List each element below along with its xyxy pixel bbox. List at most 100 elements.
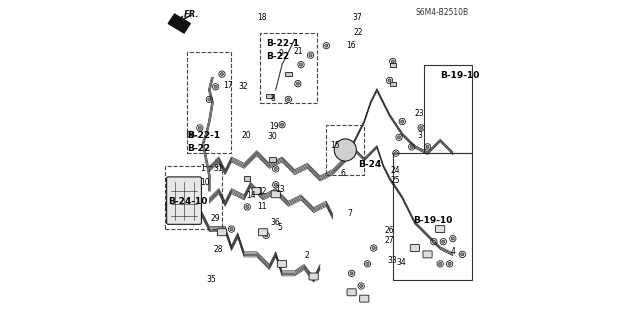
Circle shape xyxy=(420,126,423,130)
Text: 33: 33 xyxy=(387,256,397,264)
FancyBboxPatch shape xyxy=(166,177,202,224)
Text: B-22: B-22 xyxy=(266,52,289,61)
Circle shape xyxy=(230,227,233,231)
Text: 7: 7 xyxy=(348,209,353,218)
FancyBboxPatch shape xyxy=(436,226,445,233)
Text: 14: 14 xyxy=(246,191,256,200)
Text: 4: 4 xyxy=(451,247,455,256)
Text: 23: 23 xyxy=(415,109,424,118)
Circle shape xyxy=(438,262,442,265)
Circle shape xyxy=(274,183,277,186)
Bar xyxy=(390,63,396,67)
Text: 21: 21 xyxy=(293,47,303,56)
Text: 8: 8 xyxy=(271,94,276,103)
Circle shape xyxy=(391,60,394,63)
Text: 25: 25 xyxy=(390,175,400,185)
Text: 24: 24 xyxy=(390,166,400,175)
Circle shape xyxy=(334,139,356,161)
Bar xyxy=(269,158,276,162)
Circle shape xyxy=(401,120,404,123)
Text: 9: 9 xyxy=(278,49,283,58)
Text: 26: 26 xyxy=(384,226,394,235)
Text: S6M4-B2510B: S6M4-B2510B xyxy=(415,8,468,17)
FancyBboxPatch shape xyxy=(278,260,287,267)
FancyBboxPatch shape xyxy=(410,245,419,251)
Bar xyxy=(244,176,250,181)
Circle shape xyxy=(432,240,435,243)
Text: 31: 31 xyxy=(213,164,223,173)
Text: B-24: B-24 xyxy=(358,160,382,168)
Circle shape xyxy=(296,82,300,85)
Circle shape xyxy=(287,98,290,101)
Circle shape xyxy=(388,79,391,82)
Text: B-19-10: B-19-10 xyxy=(440,71,479,80)
Circle shape xyxy=(366,262,369,265)
Text: B-22: B-22 xyxy=(187,144,211,153)
Circle shape xyxy=(246,205,249,209)
Text: 18: 18 xyxy=(258,13,267,22)
Text: 1: 1 xyxy=(200,165,205,174)
FancyBboxPatch shape xyxy=(347,289,356,296)
Text: 2: 2 xyxy=(305,251,309,260)
Text: B-19-10: B-19-10 xyxy=(413,216,452,226)
Text: 37: 37 xyxy=(353,13,362,22)
Circle shape xyxy=(280,123,284,126)
FancyBboxPatch shape xyxy=(259,229,268,236)
Text: 3: 3 xyxy=(417,131,422,140)
Circle shape xyxy=(214,85,217,88)
Text: 12: 12 xyxy=(258,187,267,196)
Circle shape xyxy=(410,145,413,148)
Text: 13: 13 xyxy=(276,185,285,194)
Bar xyxy=(424,65,472,153)
Bar xyxy=(165,166,222,229)
Text: 27: 27 xyxy=(384,236,394,245)
Text: B-22-1: B-22-1 xyxy=(187,131,220,140)
Text: B-24-10: B-24-10 xyxy=(168,197,207,206)
Circle shape xyxy=(360,285,363,287)
FancyBboxPatch shape xyxy=(309,273,318,280)
Circle shape xyxy=(442,240,445,243)
Text: 20: 20 xyxy=(242,131,252,140)
Bar xyxy=(260,33,317,103)
Circle shape xyxy=(461,253,464,256)
Circle shape xyxy=(198,126,202,130)
Circle shape xyxy=(426,145,429,148)
FancyBboxPatch shape xyxy=(218,229,227,236)
FancyBboxPatch shape xyxy=(423,251,432,258)
Text: FR.: FR. xyxy=(184,10,200,19)
Text: 11: 11 xyxy=(257,202,266,211)
FancyBboxPatch shape xyxy=(360,295,369,302)
Text: 10: 10 xyxy=(200,178,209,187)
Text: 29: 29 xyxy=(210,214,220,223)
Circle shape xyxy=(397,136,401,139)
Circle shape xyxy=(265,234,268,237)
Text: 30: 30 xyxy=(267,132,277,141)
Text: 16: 16 xyxy=(346,41,356,49)
Text: 28: 28 xyxy=(213,245,223,254)
Circle shape xyxy=(350,272,353,275)
Circle shape xyxy=(208,98,211,101)
Bar xyxy=(285,72,292,76)
Text: 6: 6 xyxy=(340,169,345,178)
Text: 17: 17 xyxy=(223,81,232,90)
Circle shape xyxy=(448,262,451,265)
Text: 22: 22 xyxy=(354,28,364,37)
Circle shape xyxy=(274,167,277,171)
Text: 19: 19 xyxy=(269,122,279,131)
Bar xyxy=(326,125,364,175)
Circle shape xyxy=(189,133,192,136)
Bar xyxy=(393,153,472,280)
Circle shape xyxy=(451,237,454,240)
Text: B-22-1: B-22-1 xyxy=(266,39,300,48)
Circle shape xyxy=(300,63,303,66)
Bar xyxy=(390,82,396,86)
Bar xyxy=(266,94,273,98)
Text: 34: 34 xyxy=(397,258,406,267)
FancyBboxPatch shape xyxy=(252,188,261,195)
Circle shape xyxy=(372,247,375,250)
Text: 36: 36 xyxy=(270,218,280,226)
Bar xyxy=(187,52,232,153)
FancyBboxPatch shape xyxy=(271,191,280,198)
Text: 5: 5 xyxy=(277,223,282,232)
Text: 15: 15 xyxy=(330,141,340,150)
